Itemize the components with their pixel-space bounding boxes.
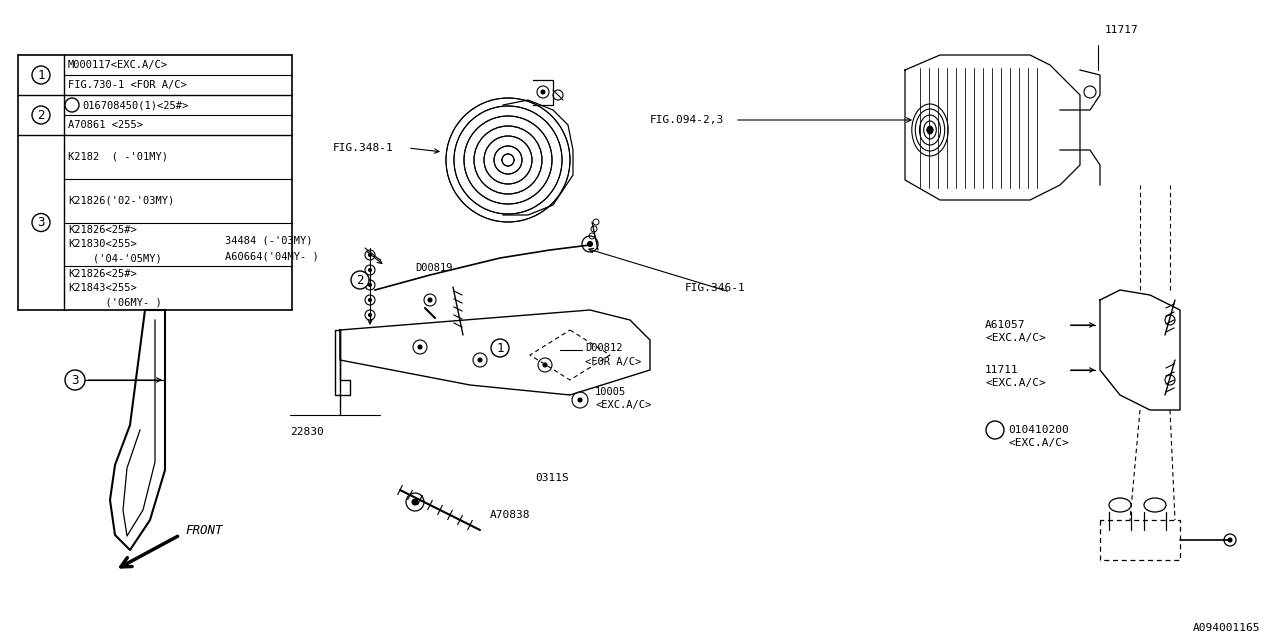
Text: 11717: 11717: [1105, 25, 1139, 35]
Text: ('06MY- ): ('06MY- ): [68, 298, 161, 308]
Text: <EXC.A/C>: <EXC.A/C>: [986, 333, 1046, 343]
Circle shape: [369, 314, 371, 317]
Text: 1: 1: [497, 342, 504, 355]
Text: B: B: [69, 100, 76, 110]
Circle shape: [369, 269, 371, 271]
Polygon shape: [1100, 290, 1180, 410]
Text: 2: 2: [37, 109, 45, 122]
Text: K2182  ( -'01MY): K2182 ( -'01MY): [68, 152, 168, 162]
Text: K21830<255>: K21830<255>: [68, 239, 137, 250]
Circle shape: [477, 358, 483, 362]
Circle shape: [1228, 538, 1231, 542]
Text: <FOR A/C>: <FOR A/C>: [585, 357, 641, 367]
Text: ('04-'05MY): ('04-'05MY): [68, 254, 161, 264]
Text: A60664('04MY- ): A60664('04MY- ): [225, 251, 319, 261]
Text: FIG.346-1: FIG.346-1: [685, 283, 746, 293]
Text: 11711: 11711: [986, 365, 1019, 375]
Circle shape: [65, 98, 79, 112]
Text: FIG.348-1: FIG.348-1: [333, 143, 394, 153]
Circle shape: [927, 127, 933, 133]
Text: M000117<EXC.A/C>: M000117<EXC.A/C>: [68, 60, 168, 70]
Text: 1: 1: [37, 68, 45, 81]
Text: 2: 2: [356, 273, 364, 287]
Text: FRONT: FRONT: [186, 524, 223, 536]
Polygon shape: [905, 55, 1080, 200]
Text: A61057: A61057: [986, 320, 1025, 330]
Text: K21826<25#>: K21826<25#>: [68, 225, 137, 235]
Circle shape: [369, 298, 371, 301]
Circle shape: [419, 345, 422, 349]
Text: <EXC.A/C>: <EXC.A/C>: [986, 378, 1046, 388]
Polygon shape: [335, 330, 349, 395]
Text: A094001165: A094001165: [1193, 623, 1260, 633]
Text: D00819: D00819: [415, 263, 453, 273]
Circle shape: [428, 298, 433, 302]
Circle shape: [986, 421, 1004, 439]
Circle shape: [492, 339, 509, 357]
Text: D00812: D00812: [585, 343, 622, 353]
Text: K21843<255>: K21843<255>: [68, 283, 137, 293]
Text: A70861 <255>: A70861 <255>: [68, 120, 143, 130]
Text: 0311S: 0311S: [535, 473, 568, 483]
Text: FIG.094-2,3: FIG.094-2,3: [650, 115, 724, 125]
Text: 3: 3: [37, 216, 45, 229]
Text: K21826<25#>: K21826<25#>: [68, 269, 137, 278]
Circle shape: [369, 253, 371, 257]
Text: <EXC.A/C>: <EXC.A/C>: [595, 400, 652, 410]
Circle shape: [412, 499, 419, 505]
Circle shape: [351, 271, 369, 289]
Text: <EXC.A/C>: <EXC.A/C>: [1009, 438, 1069, 448]
Circle shape: [65, 370, 84, 390]
Circle shape: [32, 66, 50, 84]
Text: 016708450(1)<25#>: 016708450(1)<25#>: [82, 100, 188, 110]
Polygon shape: [503, 100, 573, 215]
Text: 3: 3: [72, 374, 79, 387]
Text: 10005: 10005: [595, 387, 626, 397]
Text: K21826('02-'03MY): K21826('02-'03MY): [68, 196, 174, 205]
Circle shape: [579, 398, 582, 402]
Text: 34484 (-'03MY): 34484 (-'03MY): [225, 235, 312, 245]
Text: A70838: A70838: [490, 510, 530, 520]
Text: B: B: [992, 425, 998, 435]
Text: 22830: 22830: [291, 427, 324, 437]
Polygon shape: [340, 310, 650, 395]
Circle shape: [541, 90, 545, 94]
Circle shape: [32, 214, 50, 232]
Polygon shape: [110, 310, 165, 550]
Circle shape: [32, 106, 50, 124]
Text: FIG.730-1 <FOR A/C>: FIG.730-1 <FOR A/C>: [68, 80, 187, 90]
Circle shape: [369, 284, 371, 287]
Ellipse shape: [1108, 498, 1132, 512]
Polygon shape: [1100, 520, 1180, 560]
Text: 010410200: 010410200: [1009, 425, 1069, 435]
Circle shape: [543, 363, 547, 367]
Ellipse shape: [1144, 498, 1166, 512]
Circle shape: [588, 241, 593, 246]
